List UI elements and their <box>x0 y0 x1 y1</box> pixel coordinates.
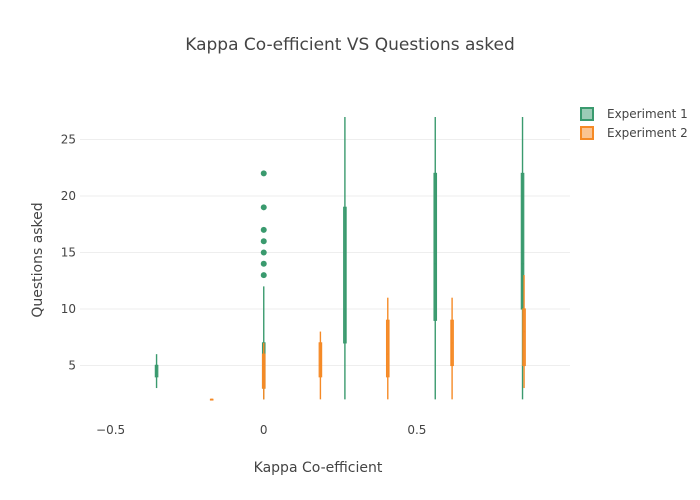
chart-title: Kappa Co-efficient VS Questions asked <box>185 35 515 55</box>
legend-label: Experiment 2 <box>607 126 688 140</box>
legend-item-experiment-2[interactable]: Experiment 2 <box>580 126 688 140</box>
y-tick-label: 10 <box>61 302 76 316</box>
y-tick-label: 20 <box>61 189 76 203</box>
gridlines <box>80 139 570 366</box>
box-iqr <box>522 308 526 367</box>
y-tick-label: 25 <box>61 133 76 147</box>
y-tick-label: 5 <box>68 358 76 372</box>
box-experiment-2 <box>450 297 454 400</box>
box-experiment-2 <box>209 398 214 401</box>
legend-item-experiment-1[interactable]: Experiment 1 <box>580 107 688 121</box>
outlier-point <box>260 260 267 267</box>
y-tick-label: 15 <box>61 246 76 260</box>
outlier-point <box>260 204 267 211</box>
box-iqr <box>385 319 390 378</box>
x-tick-label: 0 <box>260 423 268 437</box>
x-tick-label: 0.5 <box>407 423 426 437</box>
outlier-point <box>260 238 267 245</box>
plot-area <box>154 116 526 401</box>
box-experiment-1 <box>433 116 438 400</box>
legend-label: Experiment 1 <box>607 107 688 121</box>
x-axis-label: Kappa Co-efficient <box>254 460 383 476</box>
box-experiment-2 <box>522 275 526 389</box>
x-tick-label: −0.5 <box>96 423 125 437</box>
box-experiment-1 <box>343 116 347 400</box>
legend: Experiment 1 Experiment 2 <box>580 107 688 140</box>
outlier-point <box>260 249 267 256</box>
y-axis-label: Questions asked <box>30 202 46 317</box>
box-iqr <box>433 172 438 321</box>
box-experiment-1 <box>154 354 159 389</box>
outlier-point <box>260 170 267 177</box>
box-experiment-2 <box>318 331 323 400</box>
box-experiment-2 <box>261 342 266 400</box>
box-experiment-2 <box>385 297 390 400</box>
x-axis-ticks: −0.5 0 0.5 <box>96 423 426 437</box>
box-iqr <box>318 342 323 378</box>
outlier-point <box>260 226 267 233</box>
box-iqr <box>261 353 266 389</box>
box-iqr <box>343 206 347 344</box>
y-axis-ticks: 5 10 15 20 25 <box>61 133 76 373</box>
legend-swatch <box>580 107 594 121</box>
box-iqr <box>154 364 159 378</box>
legend-swatch <box>580 126 594 140</box>
outlier-point <box>260 272 267 279</box>
